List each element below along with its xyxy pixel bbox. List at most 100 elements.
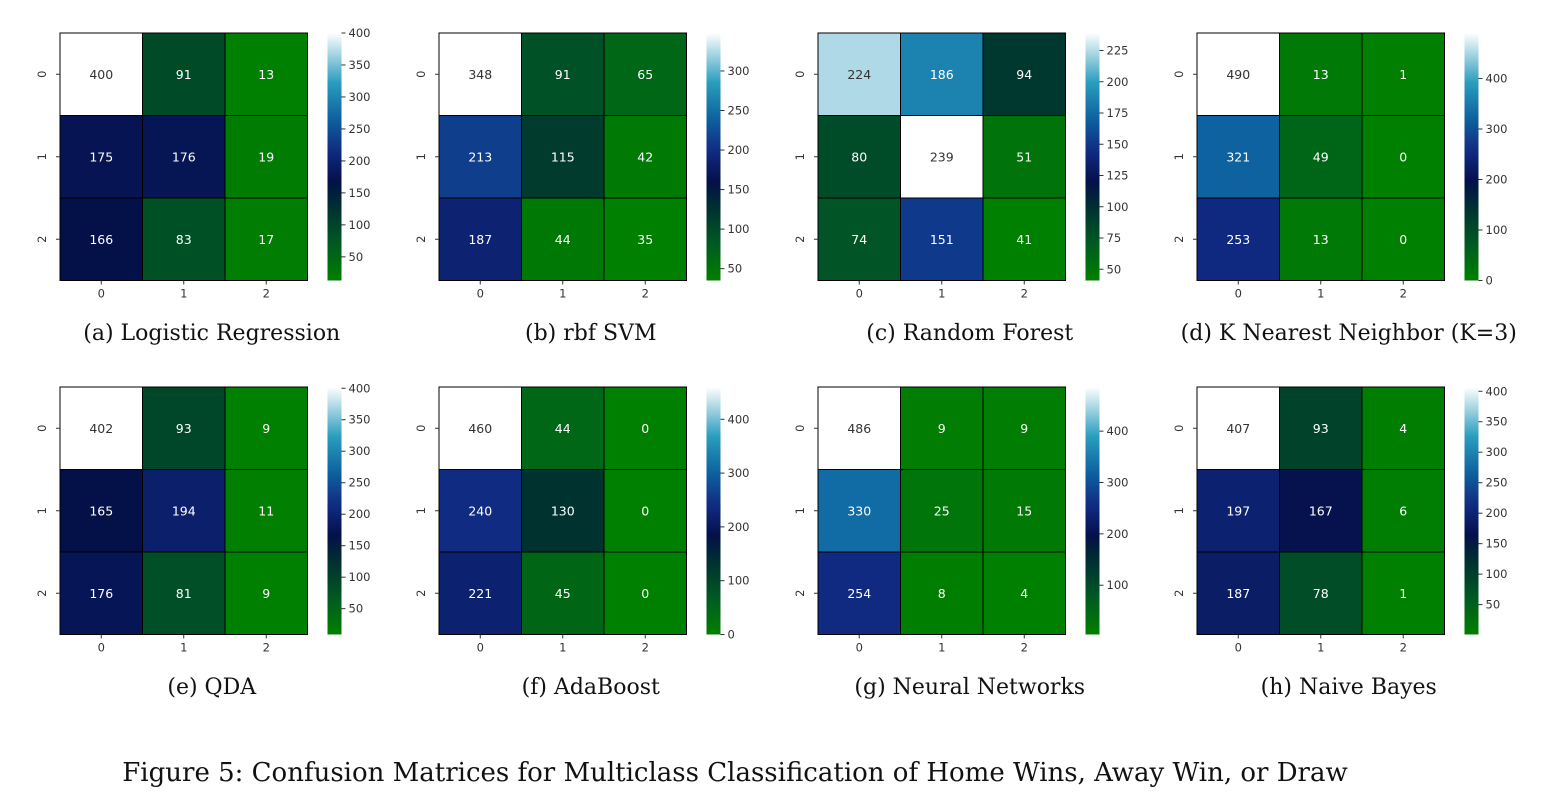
colorbar-tick-label: 400 [1486, 71, 1508, 85]
heatmap-cell [817, 115, 901, 199]
cell-value-label: 91 [176, 67, 192, 82]
heatmap-cell [1279, 32, 1363, 116]
cell-value-label: 221 [468, 586, 492, 601]
confusion-matrix-panel: 224 186 94 80 239 51 74 151 41 0 1 2 0 1 2 50 75 100 125 15… [793, 32, 1129, 346]
colorbar-tick-label: 350 [349, 58, 371, 72]
colorbar-tick-label: 150 [349, 539, 371, 553]
heatmap-cell [224, 115, 308, 199]
heatmap-cell [817, 551, 901, 635]
x-tick-label: 1 [1317, 641, 1324, 655]
x-tick-label: 2 [1400, 287, 1407, 301]
cell-value-label: 176 [172, 149, 196, 164]
heatmap-cell [142, 551, 226, 635]
colorbar-tick-label: 100 [349, 218, 371, 232]
cell-value-label: 330 [847, 503, 871, 518]
cell-value-label: 83 [176, 232, 192, 247]
cell-value-label: 402 [89, 421, 113, 436]
heatmap-cell [142, 32, 226, 116]
cell-value-label: 93 [1313, 421, 1329, 436]
cell-value-label: 19 [258, 149, 274, 164]
y-tick-label: 2 [793, 236, 807, 243]
heatmap-cell [900, 469, 984, 553]
y-tick-label: 2 [1172, 236, 1186, 243]
x-tick-label: 1 [938, 287, 945, 301]
cell-value-label: 4 [1399, 421, 1407, 436]
colorbar-tick-label: 0 [728, 628, 735, 642]
colorbar-tick-label: 300 [1107, 476, 1129, 490]
colorbar-tick-label: 100 [349, 570, 371, 584]
cell-value-label: 165 [89, 503, 113, 518]
colorbar [1085, 33, 1100, 281]
x-tick-label: 0 [856, 641, 863, 655]
cell-value-label: 91 [555, 67, 571, 82]
cell-value-label: 94 [1016, 67, 1032, 82]
colorbar-tick-label: 75 [1107, 231, 1122, 245]
colorbar-tick-label: 350 [1486, 415, 1508, 429]
heatmap-cell [1196, 386, 1280, 470]
colorbar-tick-label: 50 [349, 250, 364, 264]
cell-value-label: 4 [1020, 586, 1028, 601]
colorbar-tick-label: 50 [349, 602, 364, 616]
colorbar-tick-label: 150 [349, 186, 371, 200]
colorbar-tick-label: 400 [349, 381, 371, 395]
x-tick-label: 0 [1235, 641, 1242, 655]
heatmap-cell [59, 386, 143, 470]
subplot-caption: (a) Logistic Regression [83, 321, 340, 346]
x-tick-label: 0 [98, 287, 105, 301]
y-tick-label: 2 [793, 590, 807, 597]
x-tick-label: 2 [1021, 641, 1028, 655]
cell-value-label: 80 [851, 149, 867, 164]
y-tick-label: 0 [35, 71, 49, 78]
cell-value-label: 194 [172, 503, 196, 518]
cell-value-label: 348 [468, 67, 492, 82]
cell-value-label: 42 [637, 149, 653, 164]
cell-value-label: 460 [468, 421, 492, 436]
colorbar [1464, 33, 1479, 281]
cell-value-label: 13 [1313, 232, 1329, 247]
heatmap-cell [1361, 469, 1445, 553]
subplot-caption: (e) QDA [167, 675, 257, 700]
cell-value-label: 9 [1020, 421, 1028, 436]
cell-value-label: 1 [1399, 586, 1407, 601]
cell-value-label: 81 [176, 586, 192, 601]
cell-value-label: 78 [1313, 586, 1329, 601]
x-tick-label: 1 [559, 287, 566, 301]
heatmap-cell [900, 551, 984, 635]
cell-value-label: 15 [1016, 503, 1032, 518]
colorbar [1464, 387, 1479, 635]
cell-value-label: 175 [89, 149, 113, 164]
y-tick-label: 2 [414, 236, 428, 243]
y-tick-label: 0 [793, 425, 807, 432]
heatmap-cell [59, 32, 143, 116]
cell-value-label: 166 [89, 232, 113, 247]
cell-value-label: 490 [1226, 67, 1250, 82]
colorbar [706, 33, 721, 281]
heatmap-cell [1279, 197, 1363, 281]
colorbar-tick-label: 200 [349, 154, 371, 168]
x-tick-label: 1 [938, 641, 945, 655]
colorbar [327, 33, 342, 281]
heatmap-cell [1361, 386, 1445, 470]
heatmap-cell [603, 551, 687, 635]
colorbar-tick-label: 50 [1107, 262, 1122, 276]
colorbar-tick-label: 400 [349, 26, 371, 40]
heatmap-cell [900, 115, 984, 199]
y-tick-label: 2 [1172, 590, 1186, 597]
colorbar-tick-label: 200 [1486, 506, 1508, 520]
cell-value-label: 197 [1226, 503, 1250, 518]
heatmap-cell [142, 115, 226, 199]
colorbar-tick-label: 250 [728, 103, 750, 117]
x-tick-label: 2 [642, 641, 649, 655]
heatmap-cell [982, 32, 1066, 116]
colorbar-tick-label: 100 [1107, 200, 1129, 214]
colorbar-tick-label: 0 [1486, 274, 1493, 288]
cell-value-label: 8 [938, 586, 946, 601]
cell-value-label: 187 [468, 232, 492, 247]
colorbar-tick-label: 400 [1107, 424, 1129, 438]
heatmap-cell [982, 386, 1066, 470]
x-tick-label: 2 [1021, 287, 1028, 301]
cell-value-label: 213 [468, 149, 492, 164]
y-tick-label: 0 [414, 425, 428, 432]
